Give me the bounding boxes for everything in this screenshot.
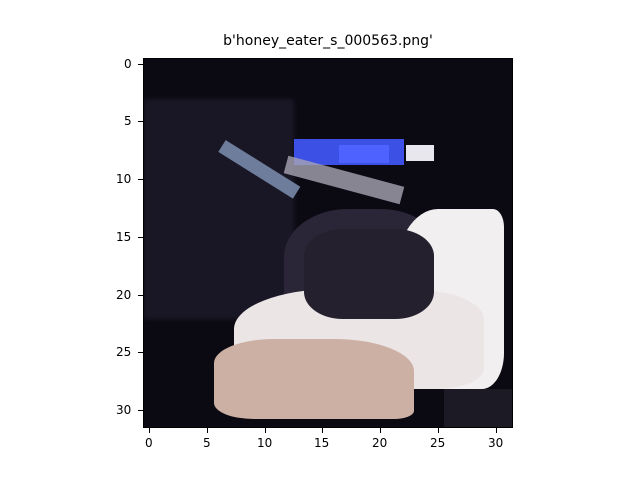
- y-tick-0: 0: [124, 57, 132, 71]
- y-tick-10: 10: [116, 172, 132, 186]
- x-tick-30: 30: [488, 436, 504, 450]
- x-tick-15: 15: [314, 436, 330, 450]
- y-tick-20: 20: [116, 288, 132, 302]
- y-tick-mark-30: [138, 410, 143, 411]
- y-tick-25: 25: [116, 345, 132, 359]
- x-tick-10: 10: [257, 436, 273, 450]
- x-tick-mark-25: [438, 428, 439, 433]
- image-axes: [143, 58, 513, 428]
- y-tick-5: 5: [124, 114, 132, 128]
- x-tick-20: 20: [372, 436, 388, 450]
- figure-title: b'honey_eater_s_000563.png': [223, 33, 433, 49]
- y-tick-15: 15: [116, 230, 132, 244]
- x-tick-5: 5: [203, 436, 211, 450]
- x-tick-mark-0: [149, 428, 150, 433]
- x-tick-0: 0: [145, 436, 153, 450]
- y-tick-mark-5: [138, 121, 143, 122]
- x-tick-mark-15: [322, 428, 323, 433]
- background-haze: [144, 99, 294, 319]
- dark-center: [304, 229, 434, 319]
- x-tick-mark-30: [496, 428, 497, 433]
- y-tick-mark-10: [138, 179, 143, 180]
- y-tick-mark-0: [138, 64, 143, 65]
- blue-head-highlight: [339, 145, 389, 163]
- dark-corner: [444, 389, 512, 427]
- y-tick-mark-15: [138, 237, 143, 238]
- x-tick-mark-5: [207, 428, 208, 433]
- y-tick-30: 30: [116, 403, 132, 417]
- x-tick-25: 25: [430, 436, 446, 450]
- bird-photo: [144, 59, 512, 427]
- x-tick-mark-20: [380, 428, 381, 433]
- beige-belly: [214, 339, 414, 419]
- head-white-spot: [406, 145, 434, 161]
- y-tick-mark-20: [138, 295, 143, 296]
- x-tick-mark-10: [265, 428, 266, 433]
- y-tick-mark-25: [138, 352, 143, 353]
